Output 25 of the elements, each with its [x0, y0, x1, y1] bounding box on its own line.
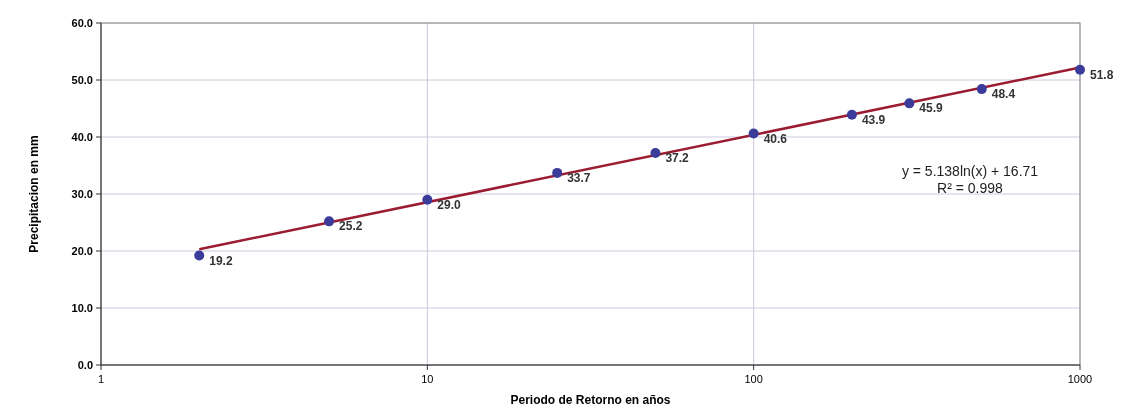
annotation: y = 5.138ln(x) + 16.71: [901, 163, 1039, 179]
x-axis-title: Periodo de Retorno en años: [510, 393, 671, 407]
y-tick-label: 40.0: [71, 131, 93, 143]
x-tick-label: 100: [744, 373, 763, 385]
y-tick-label: 10.0: [71, 302, 93, 314]
data-label: 45.9: [919, 101, 944, 116]
y-tick-label: 20.0: [71, 245, 93, 257]
data-label: 51.8: [1090, 67, 1114, 82]
data-label: 40.6: [763, 131, 788, 146]
y-tick-label: 50.0: [71, 74, 93, 86]
data-label: 25.2: [339, 219, 363, 234]
data-label: 48.4: [991, 87, 1016, 102]
y-tick-label: 30.0: [71, 188, 93, 200]
data-label: 29.0: [437, 197, 462, 212]
annotation: R² = 0.998: [937, 180, 1004, 196]
y-tick-label: 60.0: [71, 17, 93, 29]
data-label: 33.7: [567, 170, 591, 185]
y-axis-title: Precipitacion en mm: [27, 135, 41, 253]
x-tick-label: 1: [97, 373, 105, 385]
data-label: 43.9: [861, 112, 886, 127]
y-tick-label: 0.0: [77, 359, 93, 371]
data-label: 19.2: [209, 253, 233, 268]
x-tick-label: 10: [421, 373, 434, 385]
x-tick-label: 1000: [1067, 373, 1093, 385]
data-label: 37.2: [665, 150, 690, 165]
